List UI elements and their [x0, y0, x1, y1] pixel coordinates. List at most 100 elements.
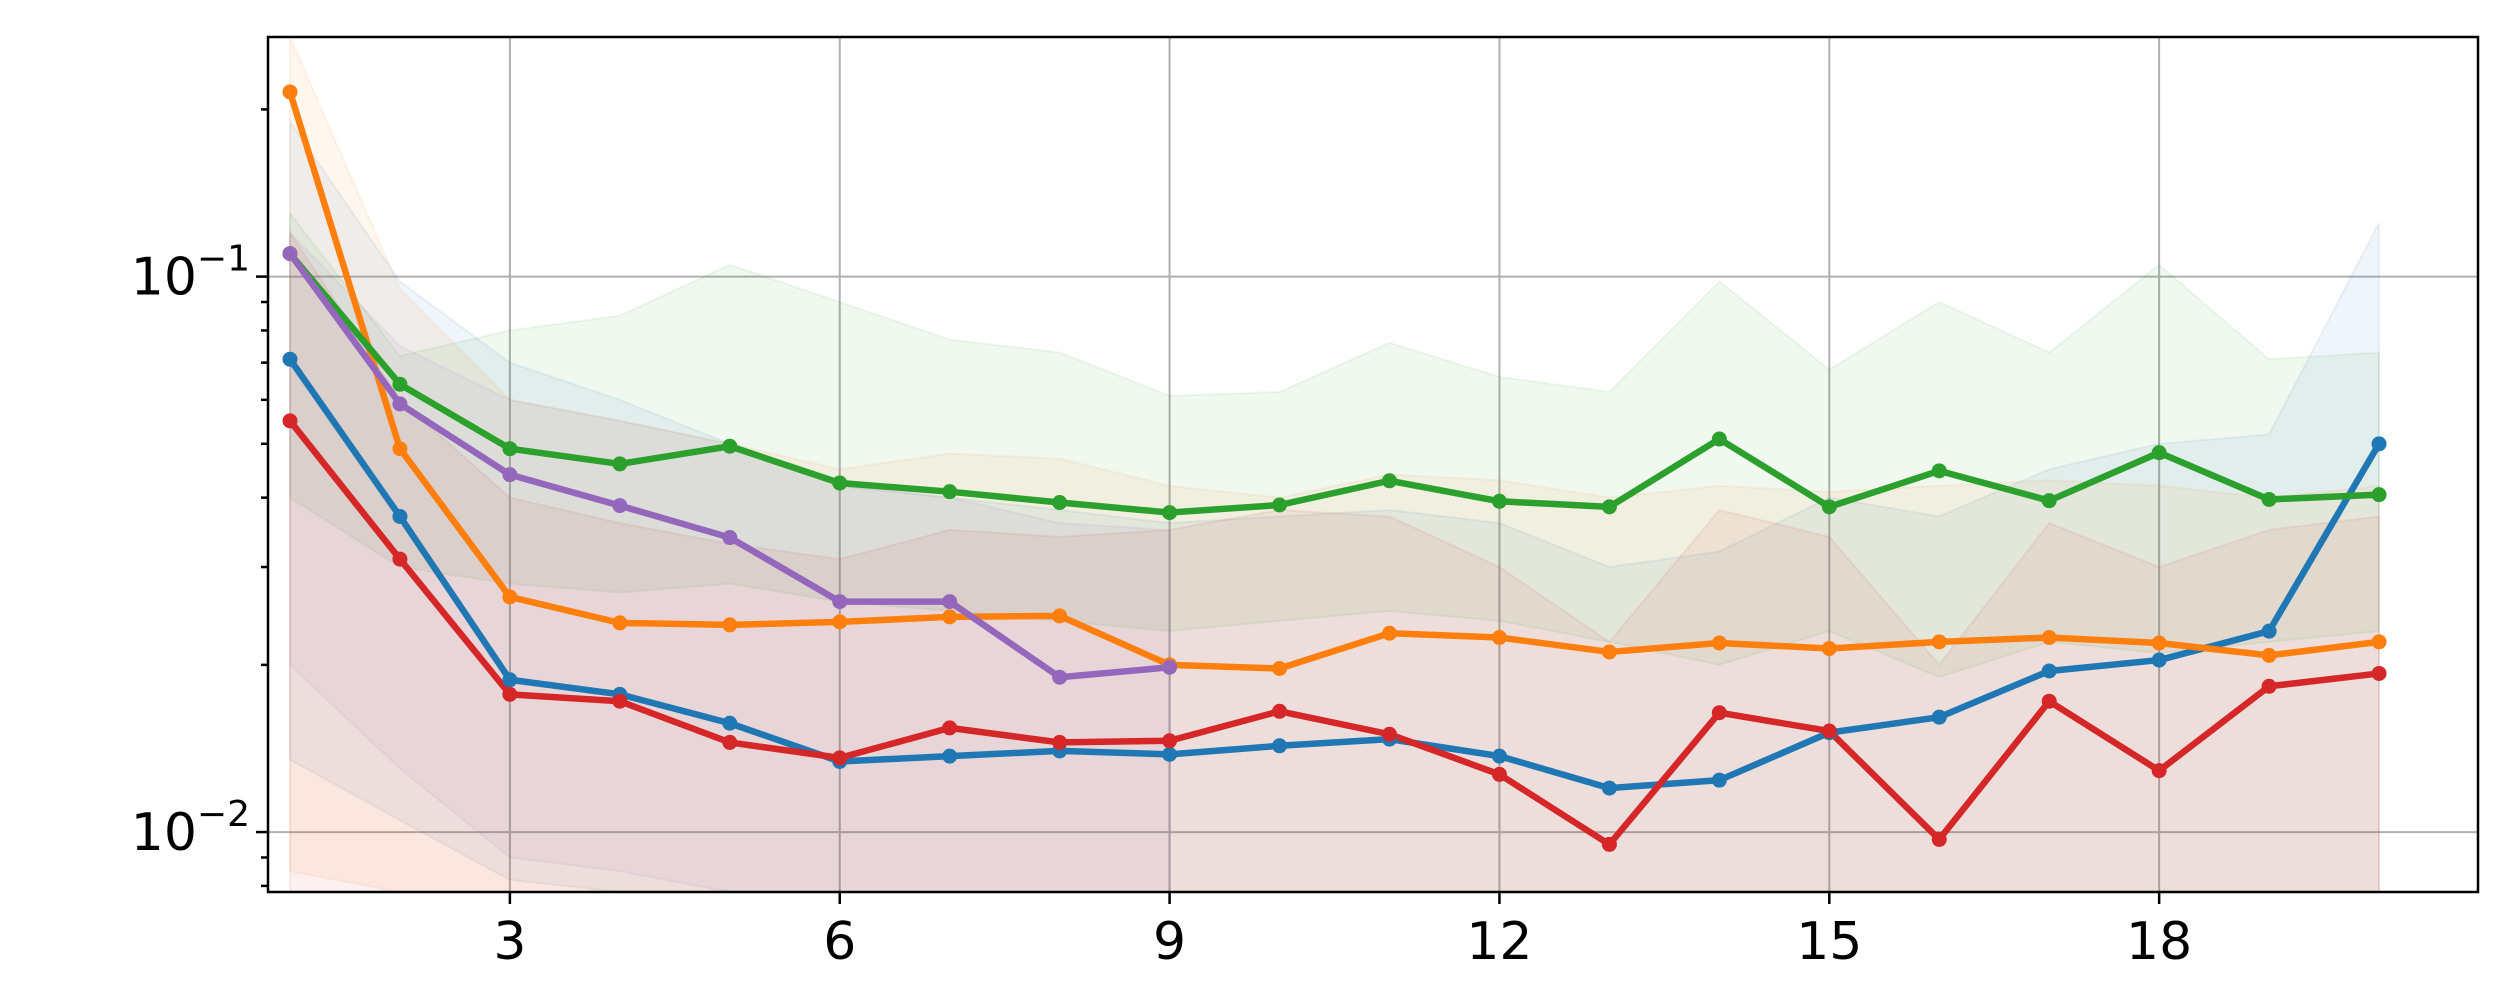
series-4-point	[282, 413, 298, 429]
series-2-point	[1381, 625, 1397, 641]
series-5-point	[282, 246, 298, 262]
series-4-point	[2371, 665, 2387, 681]
x-tick-label: 12	[1466, 912, 1532, 972]
series-1-point	[1601, 780, 1617, 796]
series-4-point	[722, 734, 738, 750]
series-3-point	[2041, 493, 2057, 509]
series-3-point	[942, 484, 958, 500]
series-4-point	[612, 693, 628, 709]
series-1-point	[1931, 709, 1947, 725]
grid	[268, 37, 2478, 892]
series-2-point	[1601, 644, 1617, 660]
series-3-point	[1491, 493, 1507, 509]
series-4-point	[1711, 705, 1727, 721]
series-1-point	[942, 748, 958, 764]
series-2-point	[392, 441, 408, 457]
x-tick-label: 3	[493, 912, 526, 972]
series-4-point	[2041, 693, 2057, 709]
series-3-point	[392, 376, 408, 392]
series-5-point	[612, 498, 628, 514]
series-2-point	[1272, 660, 1288, 676]
series-2-point	[502, 589, 518, 605]
series-1-point	[2151, 652, 2167, 668]
series-1-point	[2261, 623, 2277, 639]
series-3-point	[2151, 445, 2167, 461]
series-1-point	[1491, 748, 1507, 764]
series-2-point	[2151, 635, 2167, 651]
series-3-point	[2371, 487, 2387, 503]
series-3-point	[1821, 499, 1837, 515]
axis-ticks: 3 6 9 12 15 18 10−2 10−1	[131, 108, 2192, 972]
series-5-point	[392, 396, 408, 412]
series-2-point	[832, 614, 848, 630]
series-2-point	[2261, 647, 2277, 663]
series-2-point	[722, 617, 738, 633]
x-tick-label: 9	[1153, 912, 1186, 972]
series-4-point	[1601, 836, 1617, 852]
series-1-band	[288, 118, 2381, 892]
series-3-point	[2261, 491, 2277, 507]
series-5-point	[1162, 659, 1178, 675]
series-3-point	[1272, 497, 1288, 513]
series-2-point	[282, 84, 298, 100]
series-5-point	[942, 594, 958, 610]
series-3-band	[288, 210, 2381, 679]
series-3-point	[1601, 499, 1617, 515]
x-tick-label: 6	[823, 912, 856, 972]
series-1-point	[392, 508, 408, 524]
series-3-point	[1381, 473, 1397, 489]
series-2-point	[2371, 634, 2387, 650]
series-4-point	[832, 750, 848, 766]
series-2-point	[942, 609, 958, 625]
series-2-line	[286, 90, 2380, 672]
series-3-point	[722, 438, 738, 454]
series-2-point	[1052, 608, 1068, 624]
series-4-point	[1162, 733, 1178, 749]
series-3-point	[502, 441, 518, 457]
series-5-point	[722, 530, 738, 546]
series-2-point	[2041, 630, 2057, 646]
series-4-point	[2261, 678, 2277, 694]
series-5-point	[502, 467, 518, 483]
plot-frame	[266, 35, 2480, 894]
series-5-point	[832, 594, 848, 610]
series-3-point	[1711, 431, 1727, 447]
series-2-point	[1491, 630, 1507, 646]
series-4-point	[1491, 766, 1507, 782]
series-4-point	[1272, 703, 1288, 719]
series-5-point	[1052, 669, 1068, 685]
series-2-point	[1821, 641, 1837, 657]
series-1-point	[1272, 738, 1288, 754]
series-1-point	[722, 715, 738, 731]
x-tick-label: 15	[1796, 912, 1862, 972]
series-markers	[282, 84, 2387, 852]
series-3-point	[612, 456, 628, 472]
series-4-point	[502, 686, 518, 702]
series-1-point	[502, 672, 518, 688]
series-4-point	[1931, 831, 1947, 847]
series-1-point	[2371, 436, 2387, 452]
x-tick-label: 18	[2126, 912, 2192, 972]
series-2-point	[612, 615, 628, 631]
series-1-point	[2041, 663, 2057, 679]
series-4-point	[2151, 763, 2167, 779]
series-3-point	[1931, 463, 1947, 479]
series-2-band	[288, 37, 2381, 892]
y-tick-label: 10−2	[131, 794, 250, 863]
series-3-point	[1052, 495, 1068, 511]
series-3-line	[287, 251, 2380, 516]
series-3-point	[1162, 505, 1178, 521]
series-1-line	[287, 357, 2382, 792]
series-2-point	[1711, 635, 1727, 651]
series-4-point	[1052, 734, 1068, 750]
series-4-point	[1381, 726, 1397, 742]
series-lines	[286, 90, 2382, 848]
series-1-point	[1711, 772, 1727, 788]
series-4-point	[392, 551, 408, 567]
series-3-point	[832, 475, 848, 491]
series-4-line	[287, 418, 2380, 848]
series-1-point	[1162, 746, 1178, 762]
y-tick-label: 10−1	[131, 239, 250, 308]
